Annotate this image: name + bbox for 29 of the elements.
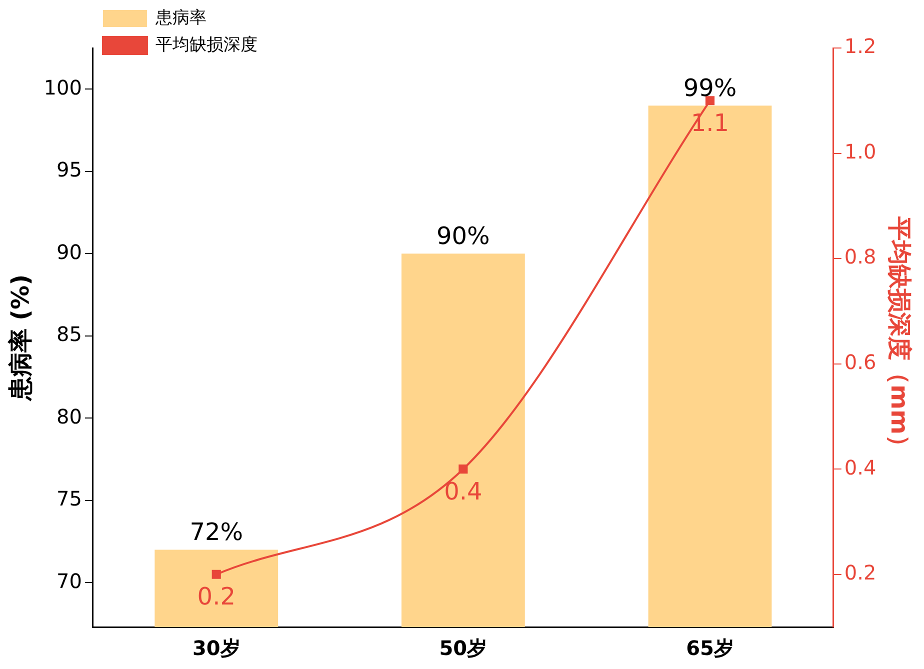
y2-tick-label: 1.0	[844, 139, 876, 164]
y2-tick-label: 0.8	[844, 244, 876, 269]
y2-tick-label: 0.4	[844, 455, 876, 480]
y-tick-label: 80	[56, 404, 82, 428]
y-axis-title: 患病率 (%)	[6, 274, 35, 402]
y-tick-label: 85	[56, 322, 82, 346]
data-label: 0.4	[444, 477, 482, 506]
y2-axis-title: 平均缺损深度（mm）	[885, 215, 914, 459]
y-tick-label: 75	[56, 486, 82, 511]
point	[458, 464, 468, 474]
legend-label: 患病率	[154, 8, 206, 28]
point	[212, 570, 221, 579]
x-tick-label: 65岁	[686, 636, 734, 660]
y2-tick-label: 1.2	[844, 34, 876, 58]
data-label: 0.2	[197, 582, 236, 611]
data-label: 90%	[436, 222, 490, 250]
data-label: 1.1	[690, 108, 730, 137]
y-tick-label: 90	[56, 240, 82, 264]
legend-label: 平均缺损深度	[155, 34, 258, 55]
y2-tick-label: 0.6	[844, 350, 876, 374]
y2-tick-label: 0.2	[844, 560, 876, 585]
point	[705, 96, 715, 106]
x-tick-label: 30岁	[192, 636, 240, 660]
data-label: 72%	[190, 518, 244, 546]
y-tick-label: 95	[56, 158, 82, 182]
y-tick-label: 100	[44, 75, 82, 100]
data-label: 99%	[683, 74, 737, 102]
x-tick-label: 50岁	[439, 636, 488, 660]
y-tick-label: 70	[56, 568, 82, 593]
